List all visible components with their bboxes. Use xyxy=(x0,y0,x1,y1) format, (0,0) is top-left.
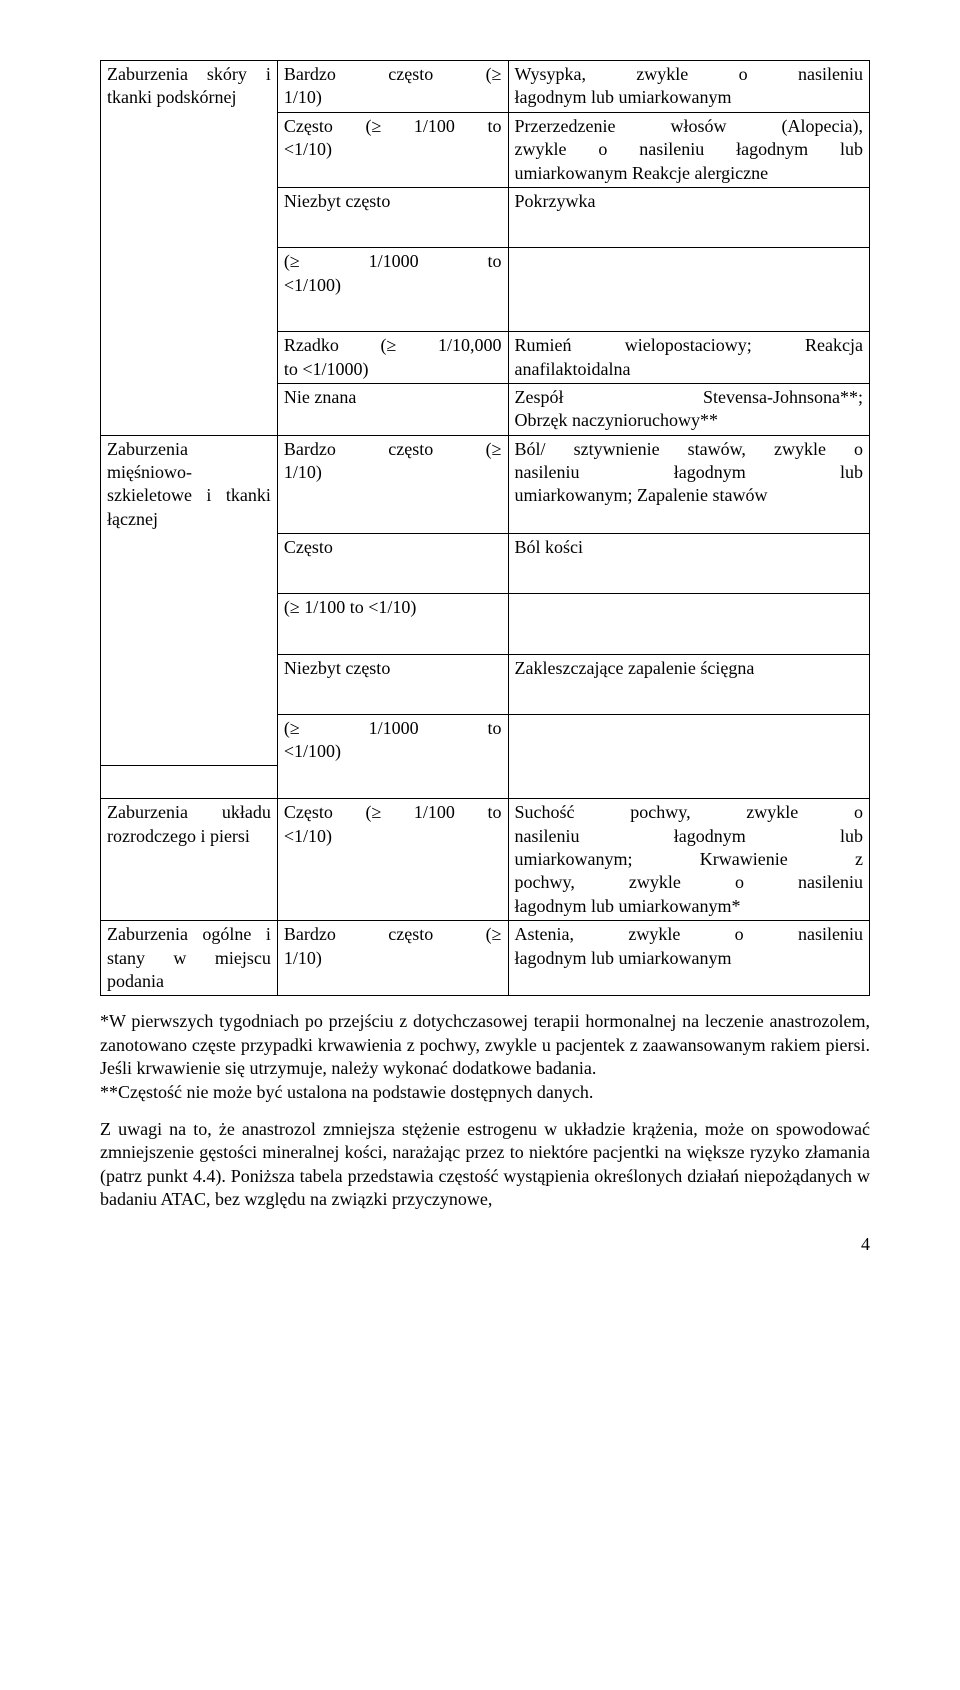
table-row: Niezbyt często Pokrzywka xyxy=(101,187,870,215)
cell-effect: Suchość pochwy, zwykle onasileniu łagodn… xyxy=(508,799,869,921)
table-row: Zaburzenia ogólne i stany w miejscu poda… xyxy=(101,921,870,996)
cell-freq: (≥ 1/100 to <1/10) xyxy=(277,594,508,622)
table-row xyxy=(101,622,870,655)
cell-freq: Często (≥ 1/100 to<1/10) xyxy=(277,112,508,187)
table-row: Zaburzenia układu rozrodczego i piersi C… xyxy=(101,799,870,921)
cell-freq: Często xyxy=(277,533,508,561)
table-row: Nie znana Zespół Stevensa-Johnsona**;Obr… xyxy=(101,383,870,435)
adverse-effects-table: Zaburzenia skóry i tkanki podskórnej Bar… xyxy=(100,60,870,996)
table-row xyxy=(101,215,870,248)
table-row xyxy=(101,299,870,332)
cell-freq: Niezbyt często xyxy=(277,654,508,682)
cell-freq: Rzadko (≥ 1/10,000to <1/1000) xyxy=(277,332,508,384)
cell-freq: (≥ 1/1000 to<1/100) xyxy=(277,714,508,765)
cell-organ: Zaburzenia ogólne i stany w miejscu poda… xyxy=(101,921,278,996)
table-row xyxy=(101,561,870,594)
table-row: Niezbyt często Zakleszczające zapalenie … xyxy=(101,654,870,682)
cell-freq: Bardzo często (≥1/10) xyxy=(277,921,508,996)
cell-freq: Niezbyt często xyxy=(277,187,508,215)
footnote-1: *W pierwszych tygodniach po przejściu z … xyxy=(100,1010,870,1080)
table-row: (≥ 1/1000 to<1/100) xyxy=(101,248,870,299)
cell-freq: Nie znana xyxy=(277,383,508,435)
footnote-2: **Częstość nie może być ustalona na pods… xyxy=(100,1081,870,1104)
cell-freq: (≥ 1/1000 to<1/100) xyxy=(277,248,508,299)
cell-effect: Rumień wielopostaciowy; Reakcjaanafilakt… xyxy=(508,332,869,384)
cell-effect: Ból kości xyxy=(508,533,869,561)
cell-effect: Zakleszczające zapalenie ścięgna xyxy=(508,654,869,682)
table-row: (≥ 1/100 to <1/10) xyxy=(101,594,870,622)
table-row: Rzadko (≥ 1/10,000to <1/1000) Rumień wie… xyxy=(101,332,870,384)
table-row: Często Ból kości xyxy=(101,533,870,561)
paragraph-note: Z uwagi na to, że anastrozol zmniejsza s… xyxy=(100,1118,870,1212)
cell-effect: Ból/ sztywnienie stawów, zwykle onasilen… xyxy=(508,435,869,533)
cell-effect: Pokrzywka xyxy=(508,187,869,215)
table-row: Zaburzenia mięśniowo-szkieletowe i tkank… xyxy=(101,435,870,533)
cell-freq: Często (≥ 1/100 to<1/10) xyxy=(277,799,508,921)
table-row: Zaburzenia skóry i tkanki podskórnej Bar… xyxy=(101,61,870,113)
cell-organ: Zaburzenia mięśniowo-szkieletowe i tkank… xyxy=(101,435,278,533)
cell-effect: Zespół Stevensa-Johnsona**;Obrzęk naczyn… xyxy=(508,383,869,435)
page-number: 4 xyxy=(100,1233,870,1256)
cell-freq: Bardzo często (≥1/10) xyxy=(277,435,508,533)
cell-freq: Bardzo często (≥1/10) xyxy=(277,61,508,113)
cell-organ: Zaburzenia układu rozrodczego i piersi xyxy=(101,799,278,921)
table-row xyxy=(101,682,870,715)
cell-organ: Zaburzenia skóry i tkanki podskórnej xyxy=(101,61,278,113)
cell-effect: Astenia, zwykle o nasileniułagodnym lub … xyxy=(508,921,869,996)
cell-effect: Wysypka, zwykle o nasileniułagodnym lub … xyxy=(508,61,869,113)
cell-effect: Przerzedzenie włosów (Alopecia),zwykle o… xyxy=(508,112,869,187)
table-row: Często (≥ 1/100 to<1/10) Przerzedzenie w… xyxy=(101,112,870,187)
table-row xyxy=(101,766,870,799)
table-row: (≥ 1/1000 to<1/100) xyxy=(101,714,870,765)
